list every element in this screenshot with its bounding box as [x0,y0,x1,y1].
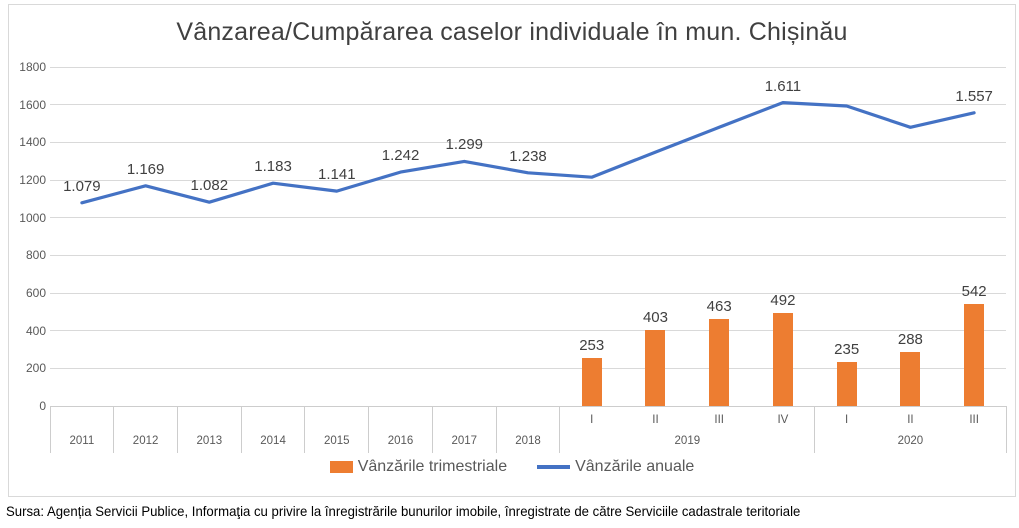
gridline [50,367,1006,369]
axis-year-label: 2011 [69,435,95,447]
gridline [50,141,1006,143]
line-swatch-icon [537,465,571,469]
bar-value-label: 463 [706,297,732,315]
axis-separator [1005,406,1007,453]
bar-swatch-icon [329,461,353,473]
gridline [50,405,1006,407]
bar-value-label: 492 [770,292,796,310]
gridline [50,330,1006,332]
axis-year-label: 2015 [324,435,350,447]
bar [645,330,666,406]
axis-quarter-label: II [652,414,659,426]
legend-label-annual: Vânzările anuale [575,458,695,475]
legend-item-quarterly: Vânzările trimestriale [329,458,508,476]
axis-year-label: 2012 [132,435,159,447]
legend-item-annual: Vânzările anuale [537,458,694,476]
line-value-label: 1.079 [63,177,101,195]
axis-quarter-label: I [590,414,594,426]
axis-year-label: 2016 [387,435,414,447]
line-value-label: 1.169 [126,160,165,178]
axis-year-label: 2019 [674,435,701,447]
y-axis-label: 400 [25,323,46,338]
axis-quarter-label: I [845,414,849,426]
bar-value-label: 403 [642,309,668,327]
legend-label-quarterly: Vânzările trimestriale [357,458,508,475]
y-axis-label: 200 [25,361,46,376]
chart: Vânzarea/Cumpărarea caselor individuale … [8,4,1016,497]
gridline [50,66,1006,68]
axis-separator [368,406,370,453]
source-note: Sursa: Agenția Servicii Publice, Informa… [6,503,801,519]
axis-separator [495,406,497,453]
gridline [50,104,1006,106]
y-axis-label: 800 [25,248,46,263]
y-axis-label: 1800 [19,60,46,74]
axis-quarter-label: III [714,414,724,426]
axis-separator [240,406,242,453]
y-axis-label: 0 [39,399,46,413]
axis-separator [559,406,561,453]
bar-value-label: 235 [834,340,860,358]
axis-separator [176,406,178,453]
bar-value-label: 288 [897,330,923,348]
line-value-label: 1.183 [254,158,292,176]
annual-sales-line [80,100,976,205]
axis-quarter-label: IV [777,414,789,426]
gridline [50,292,1006,294]
gridline [50,254,1006,256]
bar [581,358,602,406]
gridline [50,179,1006,181]
bar-value-label: 542 [961,282,987,300]
plot-area: 0 200 400 600 800 1000 1200 1400 1600 1800 253 403 4… [19,61,1006,412]
bar [772,313,793,406]
axis-quarter-label: II [907,414,914,426]
bar-value-label: 253 [579,337,605,355]
line-value-label: 1.141 [318,166,356,184]
axis-year-label: 2013 [196,435,223,447]
axis-separator [113,406,115,453]
y-axis-label: 600 [25,286,46,300]
y-axis-label: 1400 [19,135,46,150]
bar [964,303,985,406]
line-value-label: 1.082 [190,177,229,195]
axis-separator [431,406,433,453]
legend: Vânzările trimestriale Vânzările anuale [9,458,1015,476]
line-value-label: 1.242 [381,147,420,165]
gridline [50,217,1006,219]
axis-separator [50,406,51,453]
axis-year-label: 2020 [897,435,924,447]
line-value-label: 1.238 [509,147,547,165]
axis-quarter-label: III [969,414,979,426]
category-axis: 2011 2012 2013 2014 2015 2016 2017 2018 2019 2020… [50,406,1007,453]
line-value-label: 1.299 [445,136,484,154]
axis-separator [304,406,306,453]
y-axis-label: 1600 [19,97,46,112]
y-axis-label: 1000 [19,210,46,225]
bar [836,361,857,406]
bar [900,351,921,406]
axis-year-label: 2017 [451,435,478,447]
y-axis-label: 1200 [19,173,46,187]
axis-year-label: 2014 [260,435,286,447]
line-value-label: 1.557 [955,87,993,105]
axis-separator [814,406,816,453]
bar [709,318,730,406]
axis-year-label: 2018 [515,435,541,447]
line-value-label: 1.611 [764,77,802,95]
chart-title: Vânzarea/Cumpărarea caselor individuale … [176,18,848,46]
